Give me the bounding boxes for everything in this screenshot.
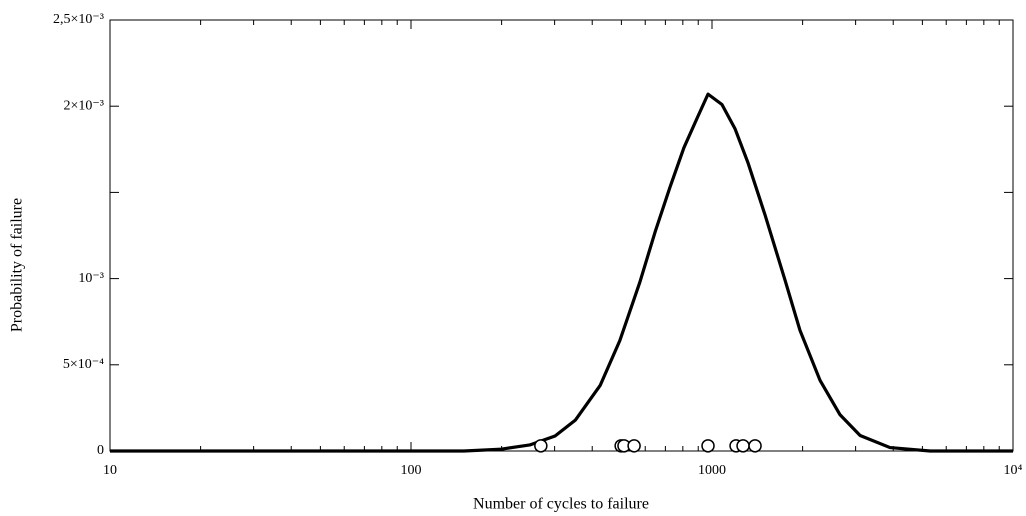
x-tick-label: 100 xyxy=(401,463,422,478)
failure-point xyxy=(701,439,715,453)
failure-point xyxy=(748,439,762,453)
pdf-curve xyxy=(110,92,1013,453)
x-axis-label: Number of cycles to failure xyxy=(473,496,649,513)
y-axis-label: Probability of failure xyxy=(9,198,26,332)
failure-point xyxy=(627,439,641,453)
plot-frame xyxy=(109,19,1014,452)
x-tick-label: 10⁴ xyxy=(1004,463,1023,478)
y-tick-label: 5×10⁻⁴ xyxy=(63,357,104,372)
x-tick-label: 1000 xyxy=(698,463,726,478)
y-tick-label: 2×10⁻³ xyxy=(64,98,104,113)
x-tick-label: 10 xyxy=(103,463,117,478)
failure-point xyxy=(736,439,750,453)
y-tick-label: 2,5×10⁻³ xyxy=(53,12,104,27)
y-tick-label: 10⁻³ xyxy=(78,271,104,286)
failure-point xyxy=(534,439,548,453)
y-tick-label: 0 xyxy=(97,443,104,458)
